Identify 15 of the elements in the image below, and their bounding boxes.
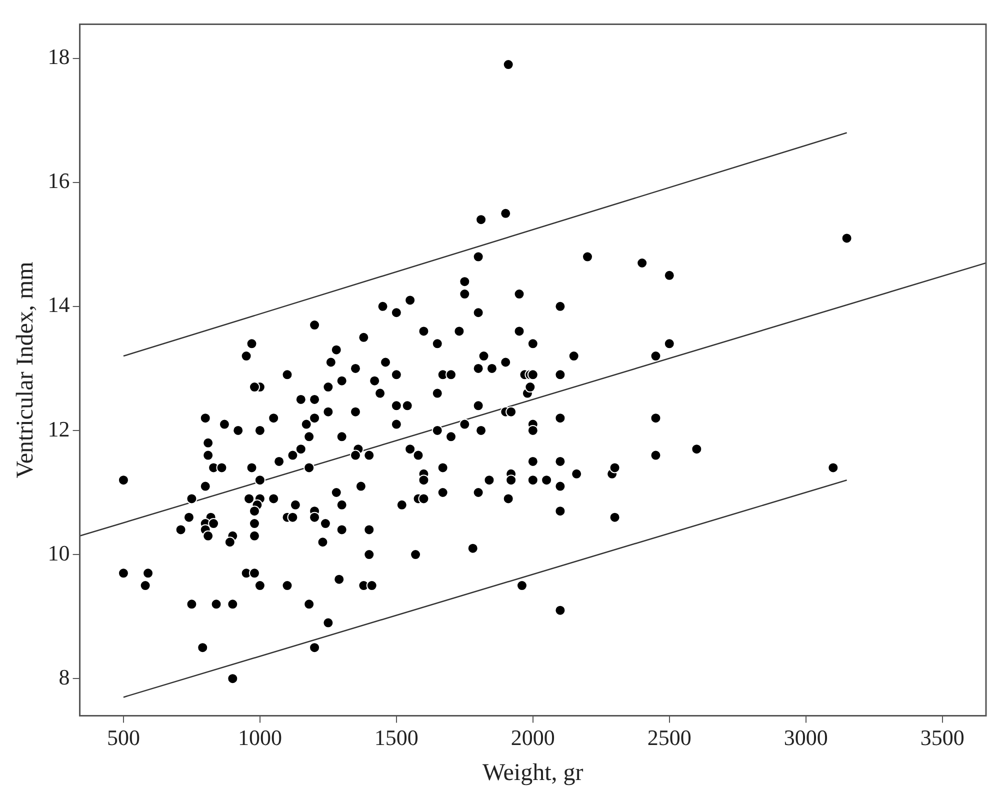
x-tick-label: 2500 xyxy=(647,724,692,750)
y-tick-label: 12 xyxy=(48,416,70,442)
y-axis-title: Ventricular Index, mm xyxy=(12,261,39,478)
y-tick-label: 18 xyxy=(48,44,70,70)
x-tick-label: 3500 xyxy=(920,724,964,750)
y-tick-label: 16 xyxy=(48,168,70,194)
y-tick-label: 8 xyxy=(58,664,70,690)
x-tick-label: 500 xyxy=(106,724,140,750)
x-tick-label: 3000 xyxy=(784,724,828,750)
x-tick-label: 2000 xyxy=(510,724,555,750)
y-tick-label: 14 xyxy=(48,292,70,318)
x-tick-label: 1500 xyxy=(374,724,418,750)
x-axis-title: Weight, gr xyxy=(482,760,584,786)
x-tick-label: 1000 xyxy=(238,724,282,750)
y-tick-label: 10 xyxy=(48,540,70,566)
